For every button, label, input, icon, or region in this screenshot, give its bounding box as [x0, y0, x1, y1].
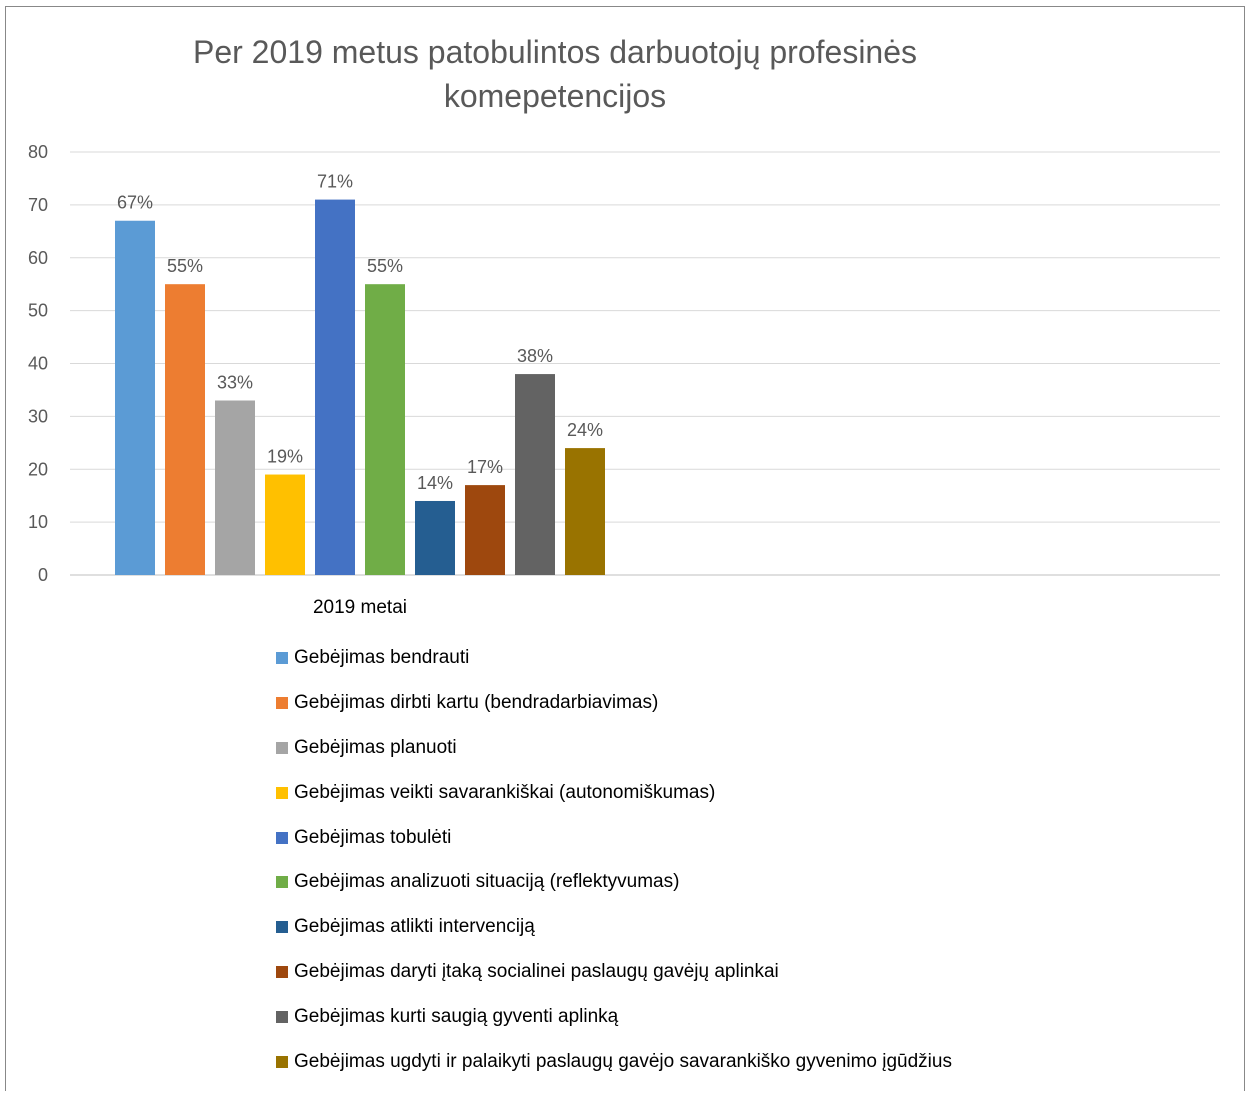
y-tick-label: 40: [28, 354, 48, 374]
data-label: 19%: [267, 447, 303, 467]
legend-item: Gebėjimas ugdyti ir palaikyti paslaugų g…: [276, 1039, 952, 1084]
legend-swatch: [276, 965, 288, 978]
legend-swatch: [276, 652, 288, 665]
bar: [115, 220, 155, 576]
legend-item: Gebėjimas planuoti: [276, 726, 952, 771]
data-label: 38%: [517, 346, 553, 366]
legend-label: Gebėjimas atlikti intervenciją: [294, 916, 535, 938]
data-label: 55%: [167, 256, 203, 276]
data-label: 33%: [217, 373, 253, 393]
bar: [365, 284, 405, 575]
chart-title: Per 2019 metus patobulintos darbuotojų p…: [192, 34, 918, 114]
legend-label: Gebėjimas ugdyti ir palaikyti paslaugų g…: [294, 1050, 952, 1072]
legend-swatch: [276, 1055, 288, 1068]
bar: [165, 284, 205, 575]
y-tick-label: 60: [28, 248, 48, 268]
legend-label: Gebėjimas planuoti: [294, 736, 457, 758]
data-label: 24%: [567, 420, 603, 440]
y-tick-label: 30: [28, 406, 48, 426]
x-category-label: 2019 metai: [313, 597, 407, 618]
bar: [465, 485, 505, 575]
legend-item: Gebėjimas dirbti kartu (bendradarbiavima…: [276, 681, 952, 726]
y-tick-label: 80: [28, 142, 48, 162]
legend: Gebėjimas bendrauti Gebėjimas dirbti kart…: [276, 636, 952, 1084]
legend-label: Gebėjimas dirbti kartu (bendradarbiavima…: [294, 692, 659, 714]
legend-swatch: [276, 741, 288, 754]
legend-swatch: [276, 786, 288, 799]
data-label: 71%: [317, 172, 353, 192]
legend-swatch: [276, 831, 288, 844]
legend-label: Gebėjimas daryti įtaką socialinei paslau…: [294, 960, 779, 982]
legend-label: Gebėjimas kurti saugią gyventi aplinką: [294, 1005, 619, 1027]
legend-item: Gebėjimas bendrauti: [276, 636, 952, 681]
legend-swatch: [276, 921, 288, 934]
bar: [315, 199, 355, 575]
y-tick-label: 70: [28, 195, 48, 215]
legend-item: Gebėjimas analizuoti situaciją (reflekty…: [276, 860, 952, 905]
data-label: 55%: [367, 256, 403, 276]
y-tick-label: 20: [28, 459, 48, 479]
legend-label: Gebėjimas tobulėti: [294, 826, 452, 848]
legend-label: Gebėjimas bendrauti: [294, 647, 470, 669]
legend-swatch: [276, 876, 288, 889]
bar: [215, 400, 255, 575]
bar: [415, 500, 455, 575]
y-tick-label: 0: [38, 565, 48, 585]
bar: [565, 448, 605, 575]
legend-item: Gebėjimas tobulėti: [276, 815, 952, 860]
y-tick-label: 10: [28, 512, 48, 532]
legend-item: Gebėjimas kurti saugią gyventi aplinką: [276, 994, 952, 1039]
legend-item: Gebėjimas daryti įtaką socialinei paslau…: [276, 950, 952, 995]
legend-item: Gebėjimas veikti savarankiškai (autonomi…: [276, 770, 952, 815]
legend-swatch: [276, 1010, 288, 1023]
data-label: 14%: [417, 473, 453, 493]
data-label: 17%: [467, 457, 503, 477]
bar: [515, 374, 555, 575]
bar: [265, 474, 305, 575]
y-tick-label: 50: [28, 301, 48, 321]
plot-area: 0 10 20 30 40 50 60 70 80 67% 55% 33% 19% 71% 55% 14% 17…: [28, 142, 1220, 618]
data-label: 67%: [117, 193, 153, 213]
chart-frame: [5, 6, 1245, 1091]
legend-item: Gebėjimas atlikti intervenciją: [276, 905, 952, 950]
legend-swatch: [276, 697, 288, 710]
legend-label: Gebėjimas veikti savarankiškai (autonomi…: [294, 781, 716, 803]
legend-label: Gebėjimas analizuoti situaciją (reflekty…: [294, 871, 680, 893]
